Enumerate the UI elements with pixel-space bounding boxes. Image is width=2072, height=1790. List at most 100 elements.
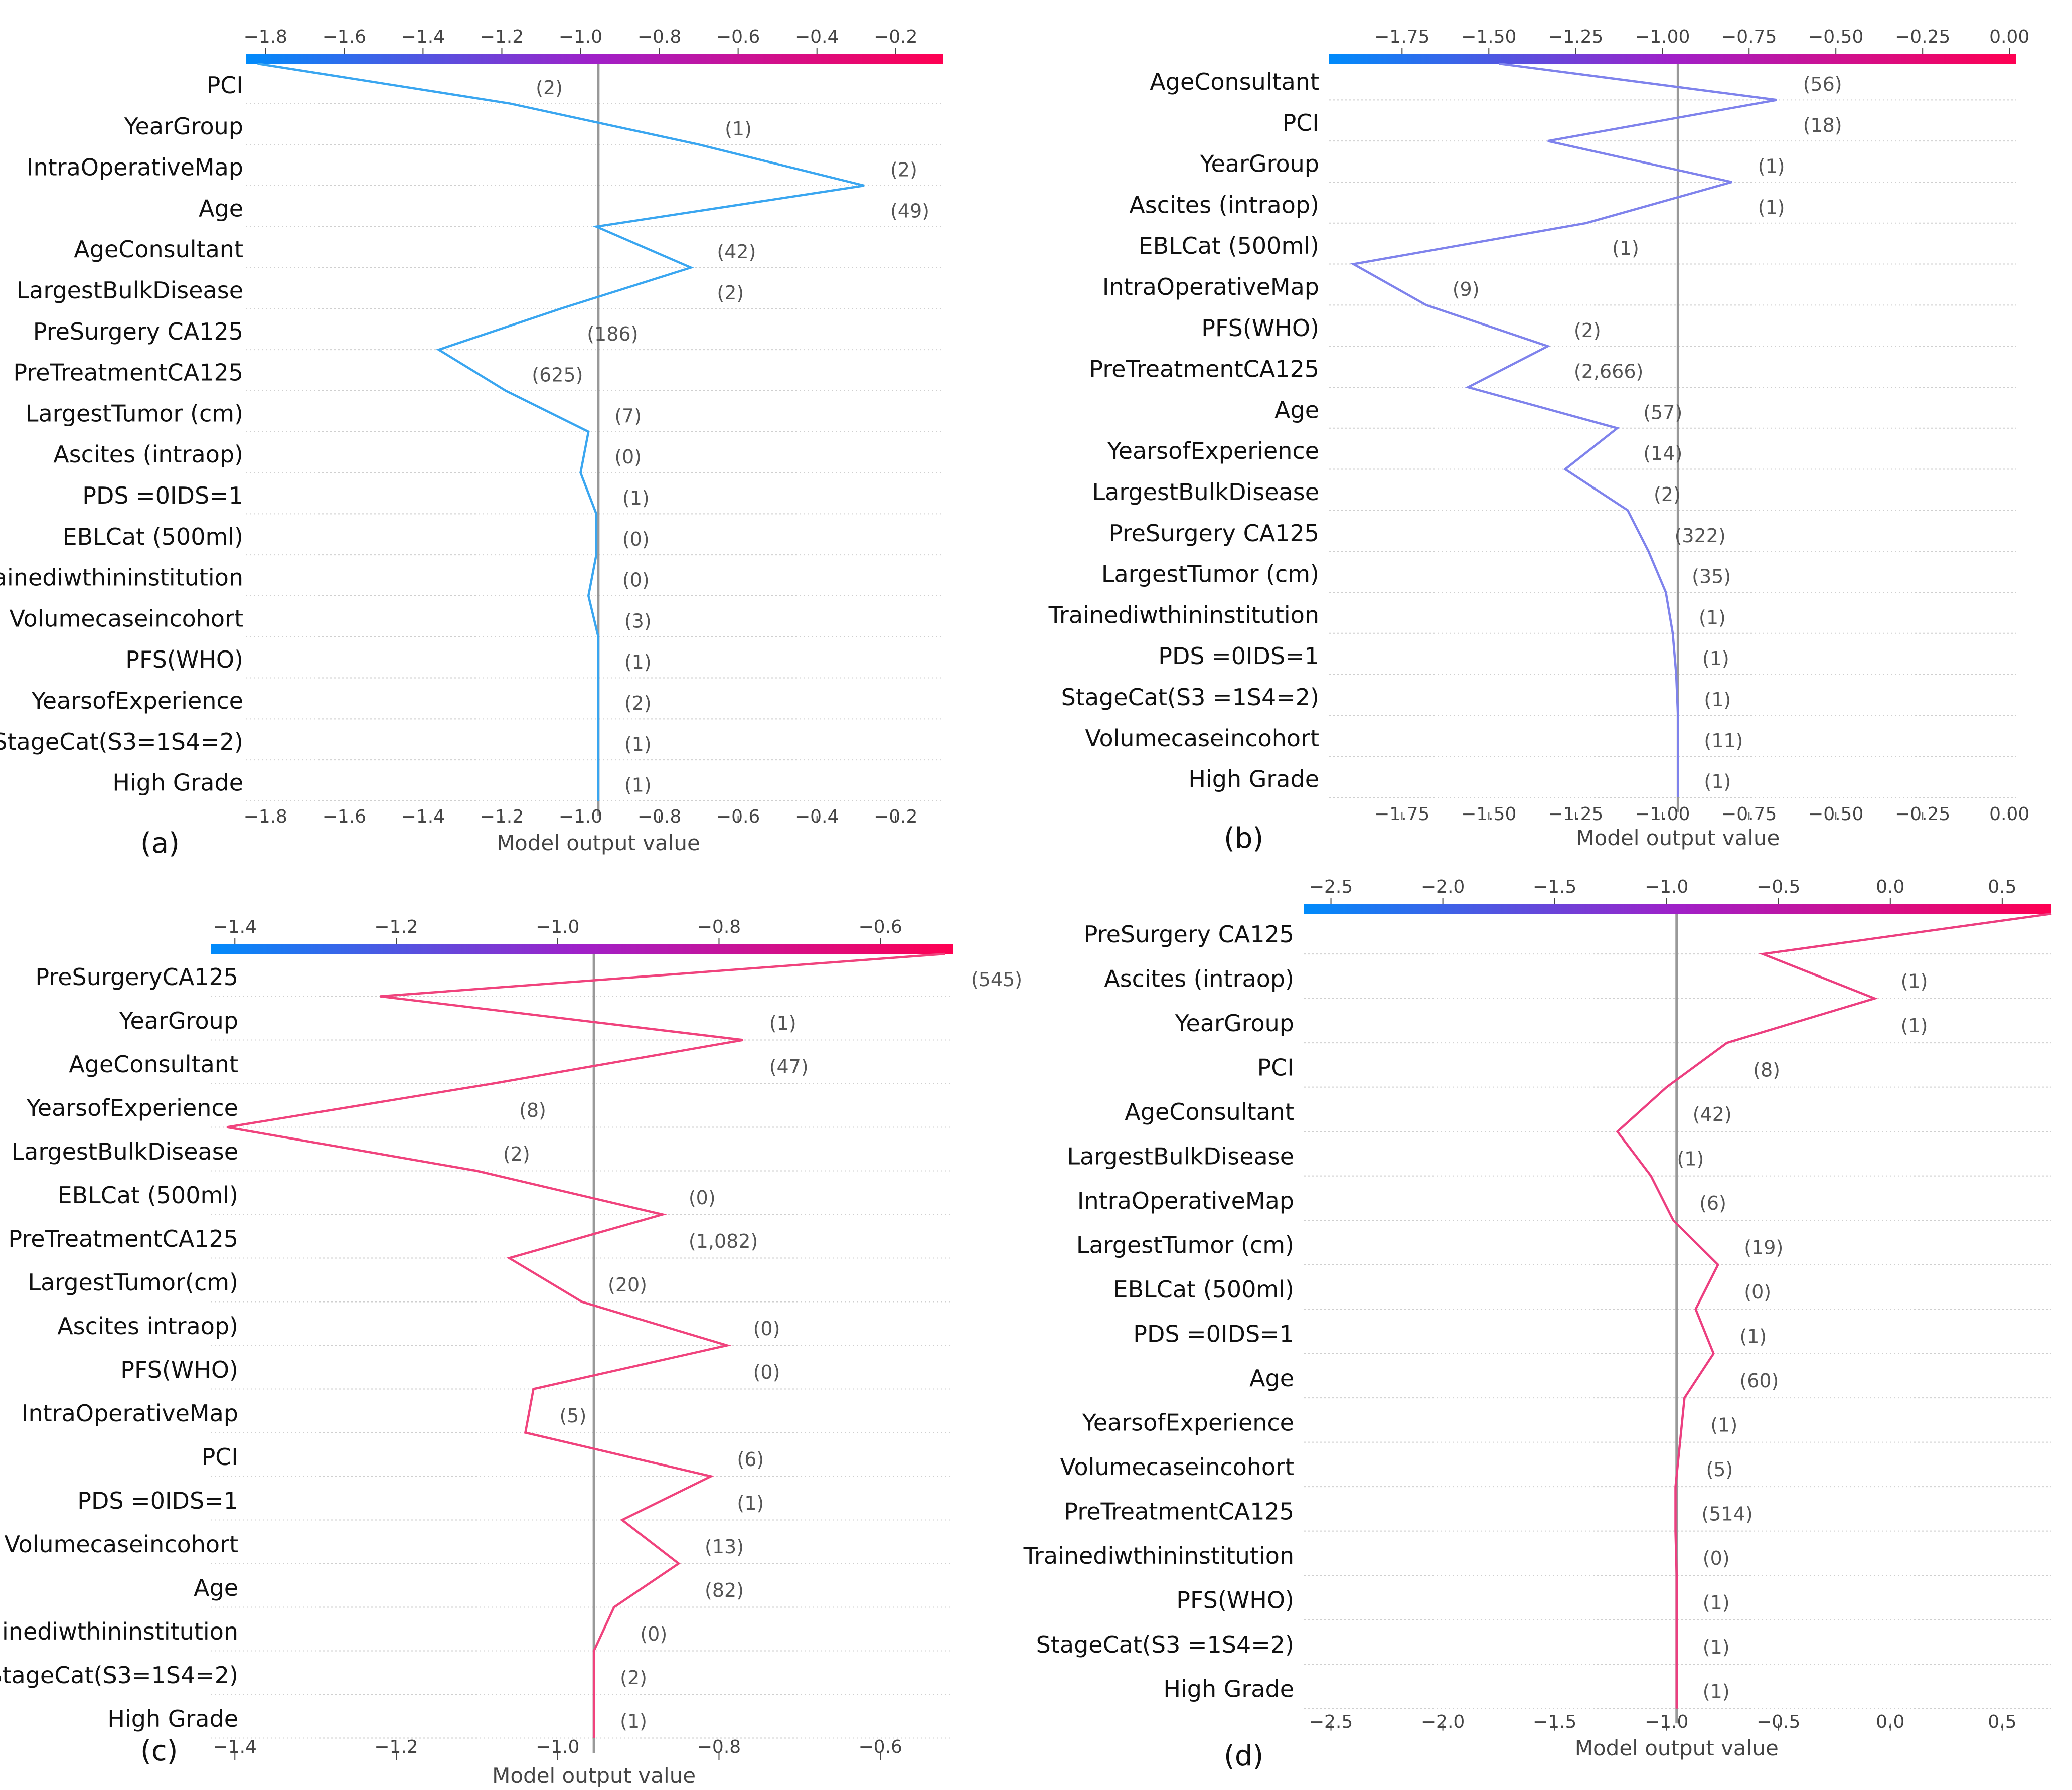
top-tick-label: −1.4 [401,27,445,47]
bottom-tick-label: −1.75 [1374,804,1429,825]
bottom-tick-label: −1.00 [1635,804,1690,825]
top-tick-label: −2.0 [1421,877,1465,897]
feature-label: PDS =0IDS=1 [82,482,243,509]
top-tick-label: −1.0 [536,917,579,937]
feature-value-label: (7) [614,405,642,427]
feature-value-label: (1) [737,1492,764,1514]
bottom-tick-label: −1.6 [323,806,366,827]
feature-value-label: (13) [705,1536,744,1558]
feature-label: High Grade [1163,1676,1294,1703]
feature-value-label: (2) [890,159,917,181]
feature-label: PCI [207,72,243,99]
feature-value-label: (2) [624,692,652,714]
feature-value-label: (1) [1704,689,1731,711]
feature-label: LargestTumor (cm) [1101,561,1319,588]
bottom-tick-label: −0.4 [795,806,839,827]
feature-label: YearsofExperience [31,687,243,714]
bottom-tick-label: 0.5 [1988,1712,2016,1732]
feature-value-label: (35) [1692,566,1731,588]
feature-label: High Grade [1188,766,1319,793]
feature-value-label: (0) [622,528,650,550]
feature-label: AgeConsultant [74,236,243,263]
feature-value-label: (47) [769,1056,809,1078]
feature-label: LargestBulkDisease [12,1138,238,1165]
feature-label: PDS =0IDS=1 [1133,1321,1294,1348]
feature-label: YearGroup [124,113,243,140]
feature-label: Ascites intraop) [57,1313,238,1340]
feature-value-label: (1) [1758,155,1785,178]
feature-label: PFS(WHO) [1201,314,1319,342]
feature-label: Trainediwthininstitution [0,1618,238,1645]
top-tick-label: −0.6 [716,27,760,47]
colorbar [1329,54,2016,64]
bottom-tick-label: −1.4 [213,1737,257,1757]
feature-label: PreSurgery CA125 [1084,921,1294,948]
feature-value-label: (6) [1699,1192,1726,1214]
feature-label: PreTreatmentCA125 [1064,1498,1294,1525]
feature-value-label: (1) [1699,606,1726,628]
top-tick-label: −2.5 [1309,877,1353,897]
feature-label: PCI [1257,1054,1294,1081]
feature-label: LargestTumor (cm) [1076,1232,1294,1259]
bottom-tick-label: −0.2 [874,806,917,827]
feature-label: YearsofExperience [1107,437,1319,464]
feature-value-label: (1) [620,1710,647,1732]
feature-label: YearGroup [1175,1010,1294,1037]
colorbar [211,944,953,954]
feature-label: PDS =0IDS=1 [77,1487,238,1514]
feature-value-label: (545) [971,968,1022,991]
feature-value-label: (2) [620,1667,647,1689]
feature-value-label: (9) [1453,278,1480,300]
feature-label: LargestTumor(cm) [28,1269,238,1296]
bottom-tick-label: −0.25 [1895,804,1950,825]
top-tick-label: −0.8 [697,917,741,937]
panel-a: −1.8 −1.6 −1.4 −1.2 −1.0 −0.8 −0.6 −0.4 −0.2 −1.8… [0,27,943,860]
feature-value-label: (1) [725,118,752,140]
feature-value-label: (57) [1643,401,1682,423]
feature-label: Volumecaseincohort [5,1531,238,1558]
feature-label: YearGroup [119,1007,238,1034]
feature-label: IntraOperativeMap [27,154,243,181]
feature-value-label: (42) [717,241,756,263]
bottom-tick-label: −1.4 [401,806,445,827]
top-tick-label: −1.4 [213,917,257,937]
feature-value-label: (18) [1803,114,1842,136]
feature-value-label: (14) [1643,442,1682,464]
feature-value-label: (60) [1739,1370,1779,1392]
feature-value-label: (56) [1803,73,1842,95]
panel-d: −2.5 −2.0 −1.5 −1.0 −0.5 0.0 0.5 −2.5 −2.0 −1.5 −1… [1023,877,2052,1772]
feature-value-label: (0) [622,569,650,591]
bottom-tick-label: −1.0 [1645,1712,1688,1732]
feature-label: Age [1249,1365,1294,1392]
feature-label: EBLCat (500ml) [58,1182,239,1209]
feature-value-label: (0) [753,1361,780,1383]
feature-label: LargestBulkDisease [17,277,243,304]
panel-label: (a) [140,827,180,860]
feature-label: YearsofExperience [26,1094,238,1121]
feature-value-label: (1) [1710,1414,1737,1436]
feature-value-label: (0) [753,1318,780,1340]
top-tick-label: −0.50 [1808,27,1863,47]
feature-value-label: (1) [624,733,652,755]
bottom-tick-label: −1.2 [374,1737,418,1757]
feature-label: StageCat(S3 =1S4=2) [1061,684,1319,711]
feature-value-label: (5) [1706,1458,1733,1481]
top-tick-label: −1.8 [244,27,287,47]
x-axis-label: Model output value [1575,1736,1779,1760]
feature-label: IntraOperativeMap [1102,273,1319,300]
top-tick-label: −1.00 [1635,27,1690,47]
feature-value-label: (0) [1744,1281,1771,1303]
bottom-tick-label: −1.2 [480,806,524,827]
feature-label: Trainediwthininstitution [1023,1542,1294,1569]
bottom-tick-label: −1.50 [1461,804,1516,825]
feature-label: LargestBulkDisease [1092,478,1319,506]
feature-value-label: (8) [519,1099,546,1121]
top-tick-label: −1.5 [1533,877,1576,897]
feature-label: Age [199,195,243,222]
feature-label: Ascites (intraop) [1104,965,1294,993]
bottom-tick-label: −2.0 [1421,1712,1465,1732]
feature-label: IntraOperativeMap [22,1400,238,1427]
feature-label: PFS(WHO) [120,1356,238,1383]
feature-value-label: (2,666) [1574,361,1643,383]
